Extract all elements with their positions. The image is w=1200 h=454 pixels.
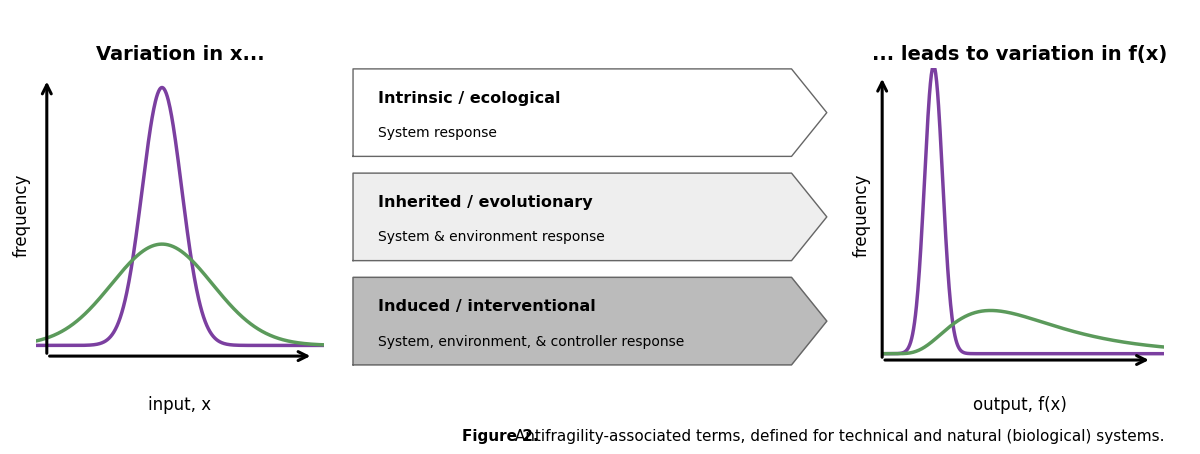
Text: output, f(x): output, f(x) [973, 395, 1067, 414]
Text: Intrinsic / ecological: Intrinsic / ecological [378, 91, 560, 106]
Text: input, x: input, x [149, 395, 211, 414]
Text: frequency: frequency [12, 174, 31, 257]
Text: frequency: frequency [852, 174, 871, 257]
Text: Antifragility-associated terms, defined for technical and natural (biological) s: Antifragility-associated terms, defined … [510, 429, 1164, 444]
Polygon shape [353, 173, 827, 261]
Text: System, environment, & controller response: System, environment, & controller respon… [378, 335, 684, 349]
Title: ... leads to variation in f(x): ... leads to variation in f(x) [872, 45, 1168, 64]
Text: System & environment response: System & environment response [378, 230, 605, 244]
Polygon shape [353, 69, 827, 156]
Text: Induced / interventional: Induced / interventional [378, 300, 596, 315]
Text: Figure 2.: Figure 2. [462, 429, 539, 444]
Polygon shape [353, 277, 827, 365]
Text: System response: System response [378, 126, 497, 140]
Title: Variation in x...: Variation in x... [96, 45, 264, 64]
Text: Inherited / evolutionary: Inherited / evolutionary [378, 195, 593, 210]
